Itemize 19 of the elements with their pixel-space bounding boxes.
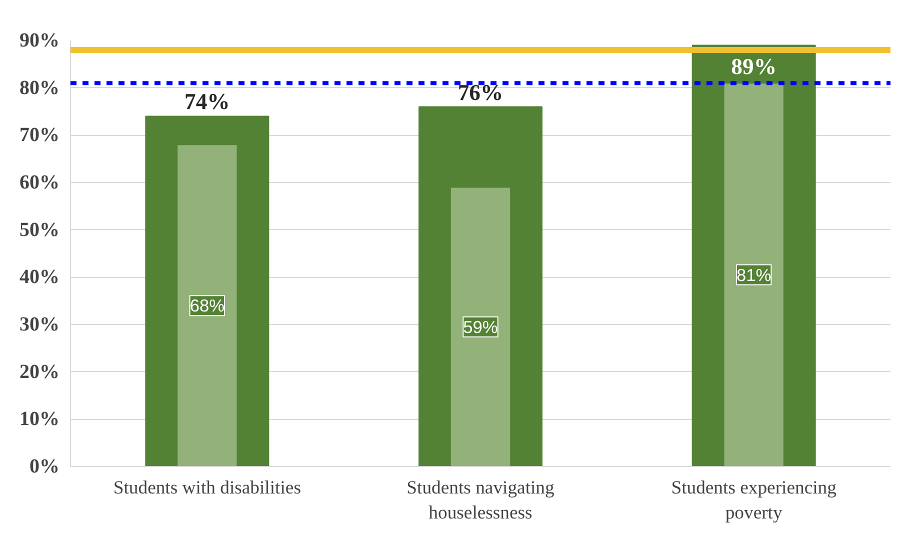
y-tick-label: 40% xyxy=(20,266,60,288)
x-tick-label: Students with disabilities xyxy=(113,478,301,498)
data-label: 76% xyxy=(458,80,504,105)
y-tick-label: 30% xyxy=(20,314,60,336)
y-tick-label: 0% xyxy=(30,456,60,478)
data-label: 59% xyxy=(463,316,498,337)
data-label: 68% xyxy=(190,296,225,316)
y-tick-label: 10% xyxy=(20,408,60,430)
y-tick-label: 50% xyxy=(20,218,60,241)
y-tick-label: 90% xyxy=(20,30,60,52)
x-tick-label: Students navigating houselessness xyxy=(406,478,554,524)
data-label: 81% xyxy=(736,264,772,285)
y-tick-label: 70% xyxy=(20,124,60,146)
y-tick-label: 80% xyxy=(20,76,60,99)
y-tick-label: 60% xyxy=(20,172,60,194)
data-label: 74% xyxy=(184,89,230,114)
data-label: 89% xyxy=(731,54,776,80)
x-tick-label: Students experiencing poverty xyxy=(671,478,836,524)
y-tick-label: 20% xyxy=(20,360,60,383)
